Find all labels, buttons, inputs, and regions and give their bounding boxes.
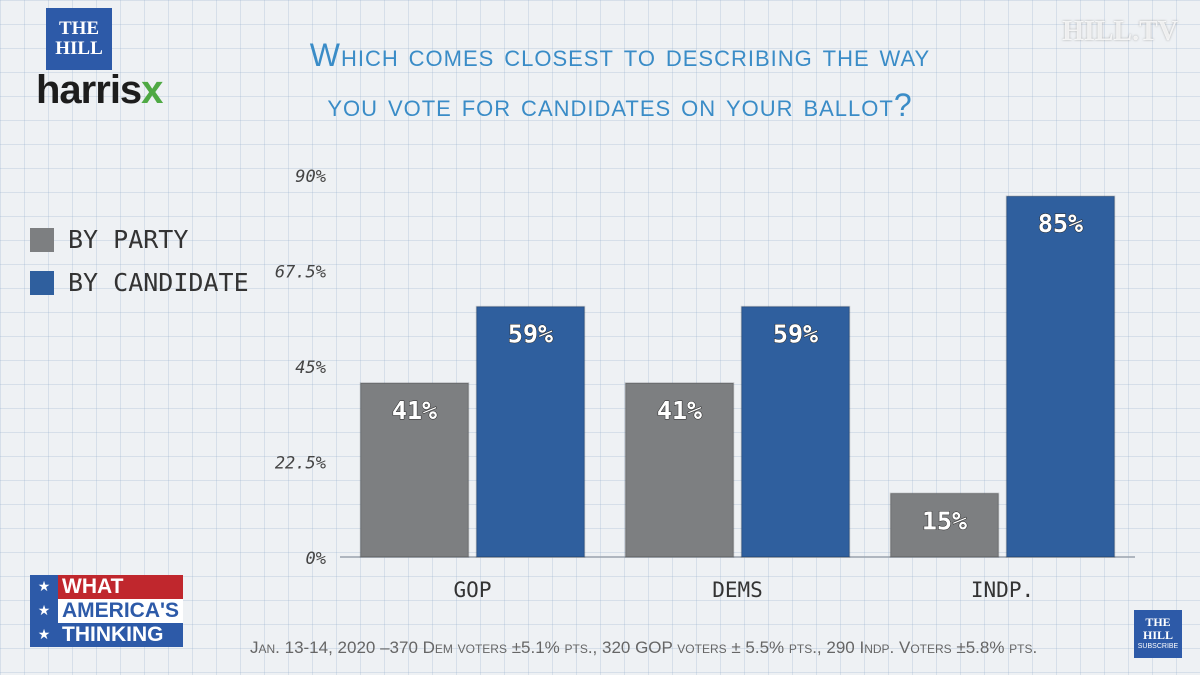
x-category-label: GOP: [454, 578, 492, 602]
star-icon: ★: [37, 603, 51, 619]
legend-item-by-candidate: BY CANDIDATE: [30, 268, 249, 297]
badge-line-2: AMERICA'S: [58, 599, 183, 623]
legend-label-by-party: BY PARTY: [68, 225, 189, 254]
hilltv-watermark: HILL.TV: [1062, 16, 1178, 47]
chart-title: Which comes closest to describing the wa…: [180, 30, 1060, 130]
bar-value-label: 59%: [508, 320, 553, 349]
badge-stars: ★ ★ ★: [30, 575, 58, 647]
star-icon: ★: [37, 627, 51, 643]
legend-label-by-candidate: BY CANDIDATE: [68, 268, 249, 297]
bar-value-label: 41%: [657, 396, 702, 425]
chart-title-line1: Which comes closest to describing the wa…: [309, 37, 931, 73]
harrisx-logo: harrisx: [36, 68, 163, 113]
legend-item-by-party: BY PARTY: [30, 225, 249, 254]
subscribe-button[interactable]: THE HILL SUBSCRIBE: [1134, 610, 1182, 658]
chart-legend: BY PARTY BY CANDIDATE: [30, 225, 249, 311]
the-hill-logo-line1: THE: [58, 18, 100, 39]
y-tick-label: 90%: [295, 167, 326, 187]
bar-by-party-dems: [624, 382, 735, 558]
subscribe-label: SUBSCRIBE: [1137, 643, 1179, 650]
bar-by-candidate-indp: [1005, 195, 1116, 558]
survey-footnote: Jan. 13-14, 2020 –370 Dem voters ±5.1% p…: [250, 638, 1038, 657]
the-hill-logo: THE HILL: [46, 8, 112, 70]
legend-swatch-by-party: [30, 227, 54, 252]
legend-swatch-by-candidate: [30, 270, 54, 295]
bar-by-candidate-gop: [475, 305, 586, 558]
harrisx-logo-x: x: [141, 68, 163, 112]
subscribe-logo-line2: HILL: [1142, 628, 1173, 642]
x-category-label: DEMS: [712, 578, 763, 602]
the-hill-logo-line2: HILL: [55, 38, 103, 59]
y-tick-label: 67.5%: [275, 263, 326, 283]
bar-by-party-indp: [889, 492, 1000, 558]
y-tick-label: 45%: [295, 358, 326, 378]
x-category-label: INDP.: [971, 578, 1034, 602]
badge-line-1: WHAT: [58, 575, 183, 599]
harrisx-logo-text: harris: [36, 68, 142, 112]
y-tick-label: 0%: [306, 549, 326, 569]
badge-line-3: THINKING: [58, 623, 183, 647]
chart-title-line2: you vote for candidates on your ballot?: [327, 87, 913, 123]
bar-value-label: 59%: [773, 320, 818, 349]
subscribe-logo-line1: THE: [1145, 615, 1171, 629]
bar-by-party-gop: [359, 382, 470, 558]
bar-by-candidate-dems: [740, 305, 851, 558]
bar-value-label: 15%: [922, 506, 967, 535]
y-tick-label: 22.5%: [275, 454, 326, 474]
star-icon: ★: [37, 579, 51, 595]
bar-value-label: 41%: [392, 396, 437, 425]
what-americas-thinking-badge: ★ ★ ★ WHAT AMERICA'S THINKING: [30, 575, 183, 647]
bar-value-label: 85%: [1038, 209, 1083, 238]
